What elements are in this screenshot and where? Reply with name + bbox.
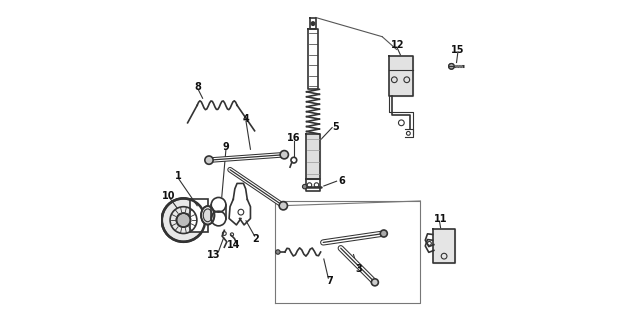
Text: 8: 8 bbox=[195, 82, 202, 92]
Text: 16: 16 bbox=[287, 133, 301, 143]
Circle shape bbox=[449, 63, 454, 69]
Circle shape bbox=[371, 279, 378, 286]
Circle shape bbox=[380, 230, 387, 237]
Text: 7: 7 bbox=[327, 276, 333, 286]
Circle shape bbox=[303, 184, 307, 189]
Ellipse shape bbox=[201, 206, 214, 225]
Text: 15: 15 bbox=[451, 45, 465, 55]
Text: 10: 10 bbox=[162, 191, 175, 201]
Circle shape bbox=[177, 213, 191, 227]
Text: 9: 9 bbox=[223, 142, 229, 152]
Circle shape bbox=[205, 156, 213, 164]
Bar bbox=[308, 29, 318, 89]
Text: 2: 2 bbox=[252, 234, 259, 244]
Text: 13: 13 bbox=[207, 249, 221, 260]
Text: 6: 6 bbox=[339, 176, 345, 186]
Bar bbox=[190, 199, 209, 232]
Circle shape bbox=[280, 151, 289, 159]
Bar bbox=[433, 229, 455, 263]
Circle shape bbox=[311, 22, 315, 26]
Circle shape bbox=[276, 250, 280, 254]
Text: 1: 1 bbox=[175, 171, 181, 181]
Text: 14: 14 bbox=[227, 240, 240, 250]
Text: 11: 11 bbox=[434, 214, 447, 225]
Bar bbox=[388, 56, 413, 96]
Circle shape bbox=[279, 202, 287, 210]
Text: 12: 12 bbox=[390, 40, 404, 50]
Text: 4: 4 bbox=[243, 114, 250, 124]
Text: 3: 3 bbox=[356, 263, 362, 274]
Circle shape bbox=[162, 198, 205, 242]
Bar bbox=[306, 134, 320, 179]
Text: 5: 5 bbox=[332, 122, 339, 132]
